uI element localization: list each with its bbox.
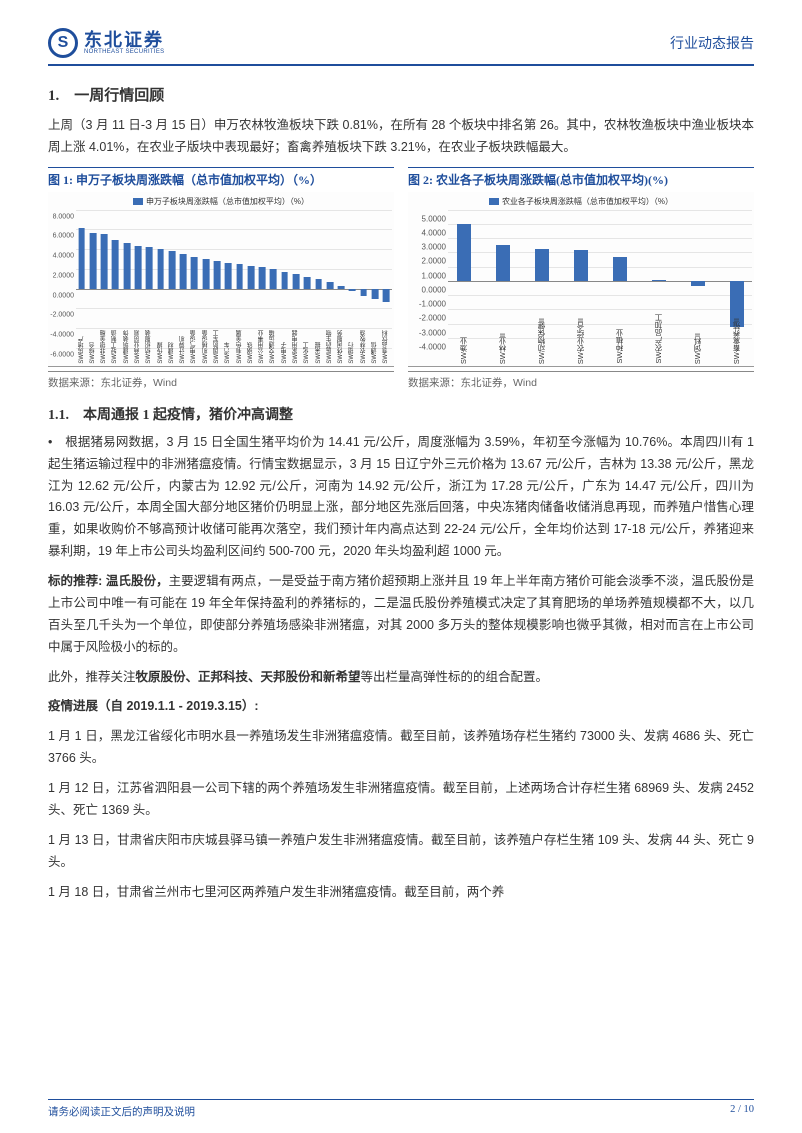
sub11-p3-b: 牧原股份、正邦科技、天邦股份和新希望	[136, 670, 361, 684]
page: S 东北证券 NORTHEAST SECURITIES 行业动态报告 1. 一周…	[0, 0, 802, 1133]
event-1: 1 月 1 日，黑龙江省绥化市明水县一养殖场发生非洲猪瘟疫情。截至目前，该养殖场…	[48, 726, 754, 770]
logo-text: 东北证券 NORTHEAST SECURITIES	[84, 31, 164, 55]
logo-icon: S	[48, 28, 78, 58]
sub11-p2: 标的推荐: 温氏股份，主要逻辑有两点，一是受益于南方猪价超预期上涨并且 19 年…	[48, 571, 754, 659]
sub11-p3-a: 此外，推荐关注	[48, 670, 136, 684]
chart-2-source: 数据来源：东北证券，Wind	[408, 371, 754, 390]
sub11-p2-lead: 标的推荐: 温氏股份，	[48, 574, 169, 588]
event-3: 1 月 13 日，甘肃省庆阳市庆城县驿马镇一养殖户发生非洲猪瘟疫情。截至目前，该…	[48, 830, 754, 874]
sub11-p3: 此外，推荐关注牧原股份、正邦科技、天邦股份和新希望等出栏量高弹性标的的组合配置。	[48, 667, 754, 689]
event-2: 1 月 12 日，江苏省泗阳县一公司下辖的两个养殖场发生非洲猪瘟疫情。截至目前，…	[48, 778, 754, 822]
progress-title: 疫情进展（自 2019.1.1 - 2019.3.15）:	[48, 696, 754, 718]
section-1-intro: 上周（3 月 11 日-3 月 15 日）申万农林牧渔板块下跌 0.81%，在所…	[48, 115, 754, 159]
chart-1-box: 申万子板块周涨跌幅（总市值加权平均）（%） -6.0000-4.0000-2.0…	[48, 192, 394, 367]
chart-2-legend-text: 农业各子板块周涨跌幅（总市值加权平均）（%）	[502, 197, 673, 206]
logo-cn: 东北证券	[84, 31, 164, 49]
page-header: S 东北证券 NORTHEAST SECURITIES 行业动态报告	[48, 28, 754, 66]
event-4: 1 月 18 日，甘肃省兰州市七里河区两养殖户发生非洲猪瘟疫情。截至目前，两个养	[48, 882, 754, 904]
section-1-title: 1. 一周行情回顾	[48, 84, 754, 105]
logo: S 东北证券 NORTHEAST SECURITIES	[48, 28, 164, 58]
sub11-p3-c: 等出栏量高弹性标的的组合配置。	[361, 670, 549, 684]
footer-right: 2 / 10	[730, 1104, 754, 1119]
chart-2-box: 农业各子板块周涨跌幅（总市值加权平均）（%） -4.0000-3.0000-2.…	[408, 192, 754, 367]
page-footer: 请务必阅读正文后的声明及说明 2 / 10	[48, 1099, 754, 1119]
chart-1-legend-text: 申万子板块周涨跌幅（总市值加权平均）（%）	[146, 197, 309, 206]
chart-2-title: 图 2: 农业各子板块周涨跌幅(总市值加权平均)(%)	[408, 167, 754, 188]
subsection-1-1-title: 1.1. 本周通报 1 起疫情，猪价冲高调整	[48, 404, 754, 424]
chart-1: 图 1: 申万子板块周涨跌幅（总市值加权平均）（%） 申万子板块周涨跌幅（总市值…	[48, 167, 394, 390]
charts-row: 图 1: 申万子板块周涨跌幅（总市值加权平均）（%） 申万子板块周涨跌幅（总市值…	[48, 167, 754, 390]
header-title: 行业动态报告	[670, 33, 754, 53]
sub11-p1: • 根据猪易网数据，3 月 15 日全国生猪平均价为 14.41 元/公斤，周度…	[48, 432, 754, 563]
footer-left: 请务必阅读正文后的声明及说明	[48, 1104, 195, 1119]
chart-2: 图 2: 农业各子板块周涨跌幅(总市值加权平均)(%) 农业各子板块周涨跌幅（总…	[408, 167, 754, 390]
chart-1-source: 数据来源：东北证券，Wind	[48, 371, 394, 390]
chart-1-legend: 申万子板块周涨跌幅（总市值加权平均）（%）	[48, 192, 394, 209]
chart-2-legend: 农业各子板块周涨跌幅（总市值加权平均）（%）	[408, 192, 754, 209]
chart-1-title: 图 1: 申万子板块周涨跌幅（总市值加权平均）（%）	[48, 167, 394, 188]
logo-en: NORTHEAST SECURITIES	[84, 49, 164, 55]
